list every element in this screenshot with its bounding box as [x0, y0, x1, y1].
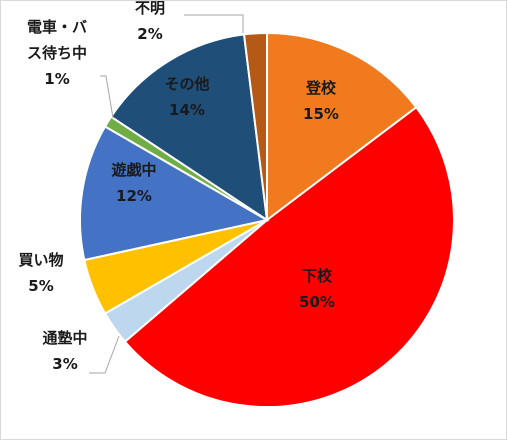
leader-line — [184, 14, 244, 33]
slice-data-label: 買い物 5% — [18, 251, 63, 295]
slice-percent-label: 3% — [52, 355, 77, 373]
pie-slice — [79, 125, 270, 262]
pie-slice — [266, 31, 418, 223]
slice-data-label: 不明 2% — [135, 1, 165, 43]
pie-slice — [242, 31, 268, 221]
pie-slice — [123, 105, 455, 409]
slice-data-label: その他 14% — [164, 75, 209, 119]
leader-line — [100, 75, 114, 119]
slice-percent-label: 5% — [28, 277, 53, 295]
slice-data-label: 下校 50% — [299, 267, 335, 311]
slice-category-label: ス待ち中 — [27, 44, 87, 62]
slice-data-label: 登校 15% — [303, 79, 339, 123]
slice-category-label: 通塾中 — [42, 329, 87, 347]
slice-percent-label: 14% — [169, 101, 205, 119]
slice-percent-label: 1% — [44, 70, 69, 88]
slice-category-label: 電車・バ — [27, 18, 87, 36]
pie-slice — [109, 33, 269, 223]
slice-category-label: 下校 — [302, 267, 333, 285]
slice-percent-label: 50% — [299, 293, 335, 311]
slice-category-label: 登校 — [305, 79, 337, 97]
slice-percent-label: 2% — [137, 25, 162, 43]
leader-line — [89, 335, 120, 374]
slice-data-label: 遊戯中 12% — [111, 161, 156, 205]
slice-percent-label: 12% — [116, 187, 152, 205]
slice-data-label: 電車・バス待ち中 1% — [27, 18, 87, 88]
slice-category-label: 買い物 — [18, 251, 63, 269]
slice-percent-label: 15% — [303, 105, 339, 123]
slice-category-label: 不明 — [135, 1, 165, 17]
slice-category-label: 遊戯中 — [111, 161, 156, 179]
slice-data-label: 通塾中 3% — [42, 329, 87, 373]
slice-category-label: その他 — [164, 75, 209, 93]
